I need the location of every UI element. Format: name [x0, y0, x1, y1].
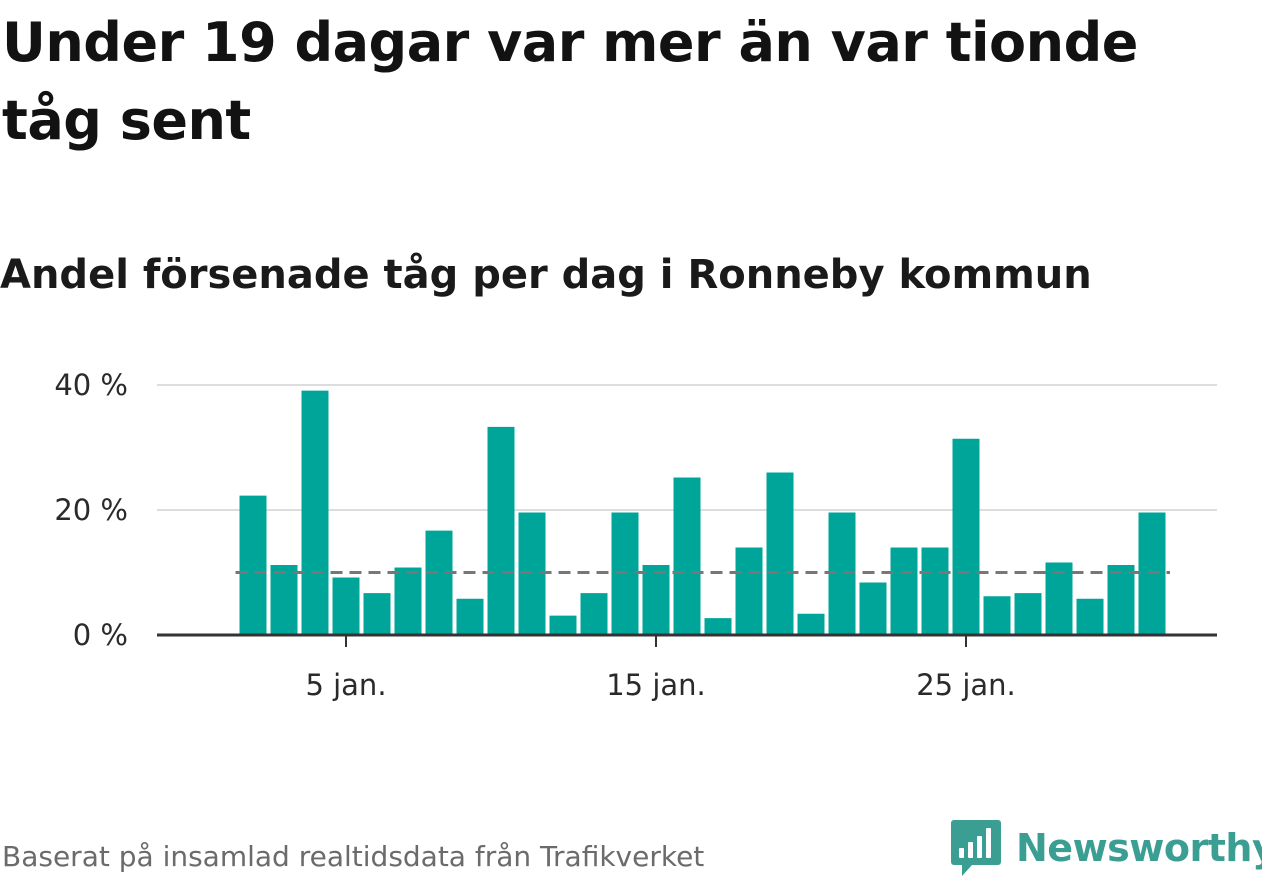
y-tick-label: 40 % [54, 368, 128, 402]
chart-subtitle: Andel försenade tåg per dag i Ronneby ko… [0, 252, 1092, 298]
bar [549, 615, 577, 635]
bar [332, 577, 360, 635]
bar [921, 547, 949, 635]
y-tick-label: 0 % [73, 618, 128, 652]
bar [239, 495, 267, 635]
bar [704, 618, 732, 635]
x-tick-label: 15 jan. [606, 668, 706, 702]
y-tick-label: 20 % [54, 493, 128, 527]
chart-title: Under 19 dagar var mer än var tionde tåg… [2, 11, 1138, 152]
bar [1045, 562, 1073, 635]
brand-logo[interactable]: Newsworthy [950, 818, 1262, 878]
bar [301, 390, 329, 635]
x-tick-label: 25 jan. [916, 668, 1016, 702]
bar [673, 477, 701, 635]
bar-chart: 0 % 20 % 40 % 5 jan. 15 jan. 25 jan. [54, 368, 1217, 702]
bar [890, 547, 918, 635]
bar [580, 593, 608, 635]
bar [425, 530, 453, 635]
bar [952, 438, 980, 635]
axes: 0 % 20 % 40 % 5 jan. 15 jan. 25 jan. [54, 368, 1217, 702]
bars [239, 390, 1166, 635]
bar [456, 598, 484, 635]
source-note: Baserat på insamlad realtidsdata från Tr… [2, 840, 705, 873]
bar [363, 593, 391, 635]
x-tick-label: 5 jan. [305, 668, 386, 702]
bar [487, 426, 515, 635]
bar [983, 596, 1011, 635]
bar [859, 582, 887, 635]
bar-chart-speech-bubble-icon [951, 820, 1001, 876]
brand-name: Newsworthy [1016, 826, 1262, 870]
bar [270, 565, 298, 635]
bar [766, 472, 794, 635]
bar [1014, 593, 1042, 635]
bar [1076, 598, 1104, 635]
bar [1107, 565, 1135, 635]
bar [394, 567, 422, 635]
bar [797, 613, 825, 635]
bar [642, 565, 670, 635]
bar [735, 547, 763, 635]
